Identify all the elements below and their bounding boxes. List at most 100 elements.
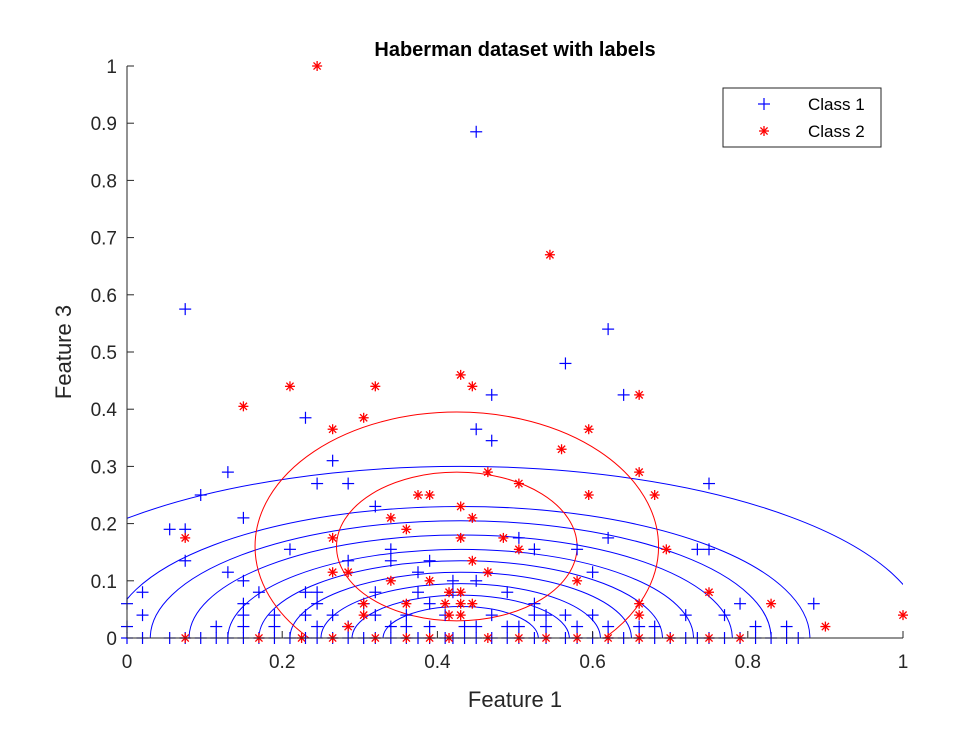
class-2-point-d2 — [635, 468, 644, 477]
class-1-point — [703, 543, 715, 556]
y-tick-label: 0.8 — [91, 171, 117, 192]
class-2-point — [455, 587, 466, 598]
y-tick-label: 0.9 — [91, 114, 117, 135]
class-1-point — [423, 554, 436, 567]
class-1-point — [400, 620, 413, 633]
class-1-point — [633, 620, 646, 633]
class-2-point-d2 — [456, 588, 465, 597]
class-1-point — [342, 477, 355, 490]
class-2-point — [482, 567, 493, 578]
class-2-point-d2 — [444, 611, 454, 620]
legend-star-marker — [759, 126, 769, 136]
class-2-point-d2 — [402, 599, 411, 608]
class-2-point-d2 — [821, 622, 830, 631]
class-2-point-d2 — [483, 468, 492, 477]
class-2-point-d2 — [402, 525, 411, 534]
class-2-point — [180, 532, 191, 543]
class-2-point-d2 — [898, 611, 908, 620]
y-tick-label: 0.3 — [91, 457, 117, 478]
class-1-point — [299, 411, 312, 424]
class-2-point-d2 — [456, 370, 465, 379]
legend-marker-class-2 — [759, 126, 769, 136]
class-1-point — [470, 574, 483, 587]
class-1-point — [299, 609, 312, 622]
class-1-point — [369, 609, 382, 622]
x-tick-label: 1 — [898, 652, 909, 673]
class-2-point — [327, 424, 338, 435]
class-2-point-d2 — [499, 533, 508, 542]
class-1-point — [237, 609, 250, 622]
class-2-point — [424, 575, 435, 586]
class-2-point — [482, 467, 493, 478]
class-2-point-d2 — [584, 490, 593, 500]
class-2-point — [413, 490, 423, 500]
class-1-point — [648, 620, 661, 633]
class-2-point-d2 — [468, 556, 477, 565]
class-2-point-d2 — [328, 568, 337, 577]
class-2-point — [467, 555, 478, 566]
class-2-point-d2 — [285, 382, 295, 391]
class-1-point — [540, 609, 553, 622]
class-2-point — [424, 490, 435, 500]
class-2-point — [238, 401, 249, 412]
class-2-point-d2 — [456, 611, 465, 620]
class-2-point — [467, 598, 478, 609]
class-2-point — [327, 532, 338, 543]
class-2-point — [358, 412, 369, 423]
class-2-point — [572, 575, 583, 586]
class-1-point — [501, 586, 514, 599]
plot-area — [127, 66, 903, 638]
class-2-point-d2 — [313, 61, 322, 71]
class-2-point-d2 — [425, 490, 434, 500]
class-1-point — [179, 554, 192, 567]
class-2-point-d2 — [635, 390, 644, 399]
class-1-point — [268, 609, 281, 622]
y-tick-label: 0.6 — [91, 286, 117, 307]
y-tick-label: 0.7 — [91, 229, 117, 250]
class-1-point — [326, 454, 339, 467]
class-1-point — [749, 620, 762, 633]
class-1-point — [221, 566, 234, 579]
legend-star-marker-d2 — [759, 126, 769, 136]
class-1-point — [400, 609, 413, 622]
class-2-point — [455, 532, 466, 543]
class-1-point — [268, 620, 281, 633]
class-1-point — [326, 609, 339, 622]
class-1-point — [586, 609, 599, 622]
class-2-point — [358, 598, 369, 609]
x-tick-label: 0.6 — [579, 652, 605, 673]
class-2-point — [385, 512, 396, 523]
class-2-point — [327, 567, 338, 578]
class-1-point — [540, 620, 553, 633]
class-2-point — [444, 587, 455, 598]
class-1-point — [384, 620, 397, 633]
class-2-point — [467, 381, 478, 392]
y-tick-label: 0.5 — [91, 343, 117, 364]
x-tick-label: 0.4 — [424, 652, 451, 673]
class-1-point — [691, 543, 704, 556]
class-1-point — [734, 597, 747, 610]
class-1-point — [384, 554, 397, 567]
x-tick-label: 0.8 — [735, 652, 761, 673]
class-1-point — [423, 597, 436, 610]
class-2-point — [358, 610, 369, 621]
class-1-point — [470, 423, 483, 436]
y-tick-label: 0.4 — [91, 400, 118, 421]
contour-2-level-1 — [254, 411, 659, 638]
class-2-point-d2 — [662, 545, 671, 554]
class-1-point — [210, 620, 223, 633]
class-2-point — [455, 369, 466, 380]
class-2-point — [634, 467, 645, 478]
class-1-point — [237, 511, 250, 524]
class-2-point — [401, 524, 412, 535]
class-1-point — [571, 620, 584, 633]
class-1-point — [163, 523, 176, 536]
class-1-point — [136, 609, 149, 622]
class-1-point — [586, 566, 599, 579]
class-2-point-d2 — [441, 599, 450, 608]
class-2-point — [401, 598, 412, 609]
class-2-point-d2 — [359, 611, 368, 620]
class-1-point — [501, 620, 514, 633]
class-2-point-d2 — [456, 533, 465, 542]
